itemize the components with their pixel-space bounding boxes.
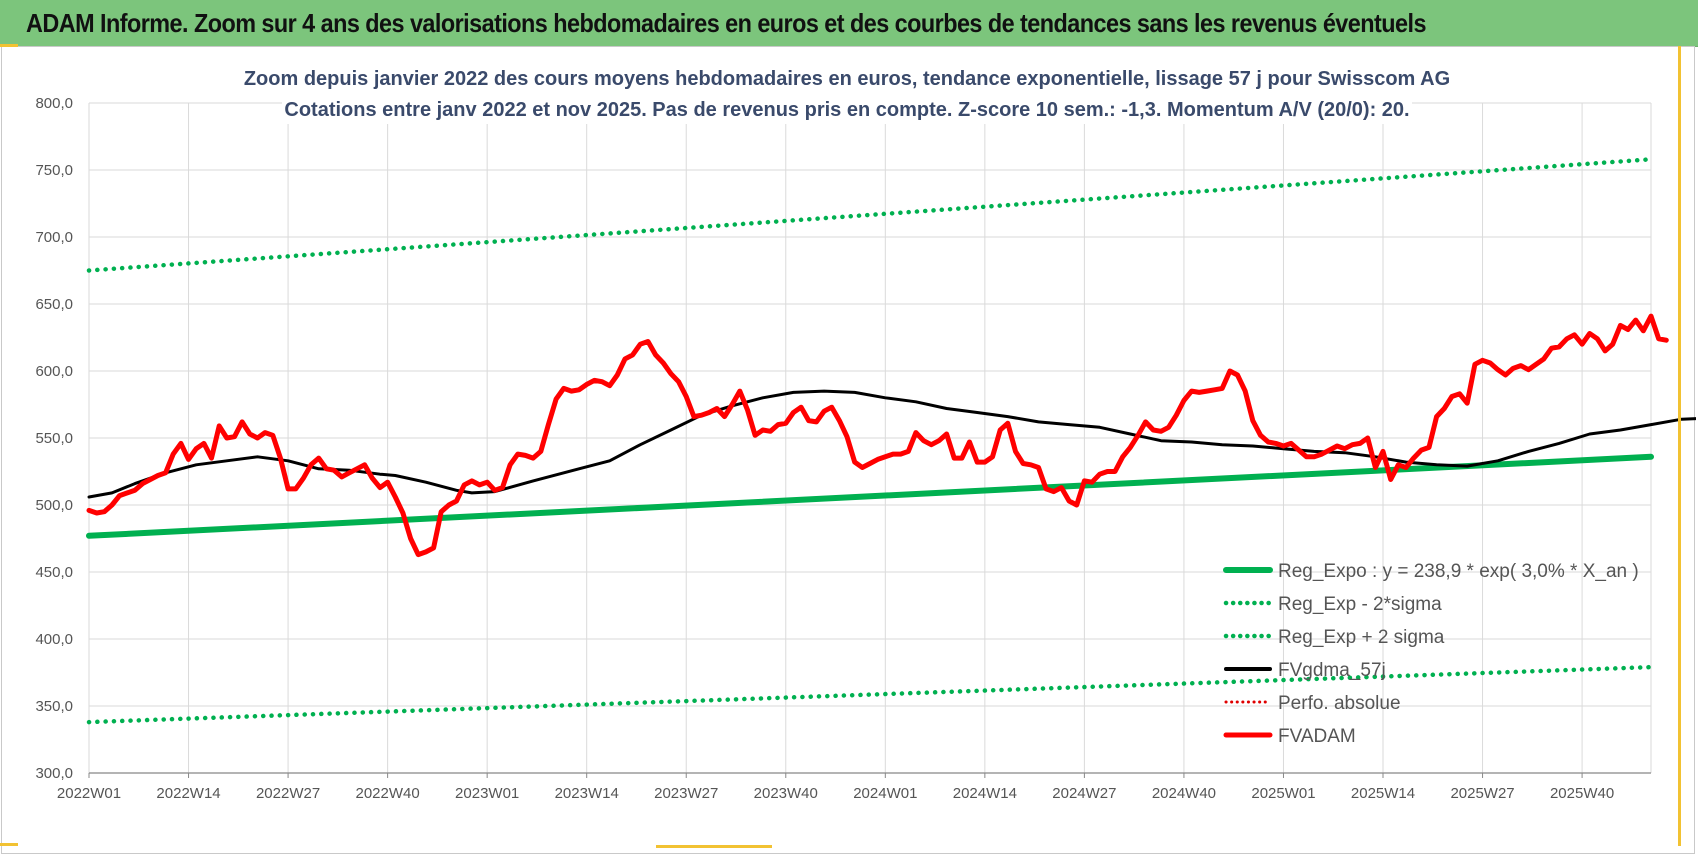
grid	[88, 102, 1652, 774]
x-tick-label: 2025W27	[1450, 785, 1514, 802]
series-line-3	[87, 389, 1696, 499]
x-tick-label: 2024W14	[953, 785, 1017, 802]
chart-title-line: Cotations entre janv 2022 et nov 2025. P…	[284, 99, 1409, 121]
y-tick-label: 550,0	[35, 430, 73, 447]
axes: 300,0 350,0 400,0 450,0 500,0 550,0 600,0 650,0…	[35, 95, 1651, 802]
chart-title-backdrop	[282, 63, 1412, 93]
y-tick-label: 700,0	[35, 229, 73, 246]
corner-accent	[0, 44, 18, 47]
chart-frame: 300,0 350,0 400,0 450,0 500,0 550,0 600,0 650,0…	[1, 46, 1696, 854]
y-tick-label: 750,0	[35, 162, 73, 179]
corner-accent	[0, 843, 18, 846]
y-tick-label: 600,0	[35, 363, 73, 380]
y-tick-label: 800,0	[35, 95, 73, 112]
y-tick-label: 500,0	[35, 497, 73, 514]
x-tick-label: 2024W01	[853, 785, 917, 802]
y-tick-label: 350,0	[35, 698, 73, 715]
corner-accent	[1678, 46, 1681, 846]
series-line-1	[86, 664, 1654, 725]
legend-label: FVADAM	[1278, 726, 1356, 747]
x-tick-label: 2023W01	[455, 785, 519, 802]
y-tick-label: 400,0	[35, 631, 73, 648]
x-tick-label: 2022W14	[156, 785, 220, 802]
x-tick-label: 2025W40	[1550, 785, 1614, 802]
legend-label: Reg_Expo : y = 238,9 * exp( 3,0% * X_an …	[1278, 561, 1639, 582]
corner-accent	[656, 845, 772, 848]
series-lines	[86, 157, 1696, 725]
series-line-5	[86, 313, 1669, 558]
x-tick-label: 2022W40	[356, 785, 420, 802]
x-tick-label: 2022W27	[256, 785, 320, 802]
chart-title-backdrop	[282, 94, 1412, 124]
chart-title-line: Zoom depuis janvier 2022 des cours moyen…	[244, 68, 1450, 90]
chart-svg: 300,0 350,0 400,0 450,0 500,0 550,0 600,0 650,0…	[35, 63, 1696, 802]
report-title: ADAM Informe. Zoom sur 4 ans des valoris…	[26, 8, 1426, 38]
x-tick-label: 2023W14	[555, 785, 619, 802]
y-tick-label: 650,0	[35, 296, 73, 313]
legend-label: Perfo. absolue	[1278, 693, 1401, 714]
chart-title: Zoom depuis janvier 2022 des cours moyen…	[244, 63, 1450, 124]
legend-label: FVgdma_57j	[1278, 660, 1386, 681]
legend-label: Reg_Exp - 2*sigma	[1278, 594, 1442, 615]
y-tick-label: 300,0	[35, 765, 73, 782]
report-banner: ADAM Informe. Zoom sur 4 ans des valoris…	[0, 0, 1698, 47]
x-tick-label: 2023W27	[654, 785, 718, 802]
series-line-2	[86, 157, 1654, 273]
x-tick-label: 2024W27	[1052, 785, 1116, 802]
x-tick-label: 2025W14	[1351, 785, 1415, 802]
legend-label: Reg_Exp + 2 sigma	[1278, 627, 1445, 648]
x-tick-label: 2023W40	[754, 785, 818, 802]
legend: Reg_Expo : y = 238,9 * exp( 3,0% * X_an …	[1223, 561, 1639, 747]
x-tick-label: 2025W01	[1251, 785, 1315, 802]
x-tick-label: 2024W40	[1152, 785, 1216, 802]
y-tick-label: 450,0	[35, 564, 73, 581]
x-tick-label: 2022W01	[57, 785, 121, 802]
